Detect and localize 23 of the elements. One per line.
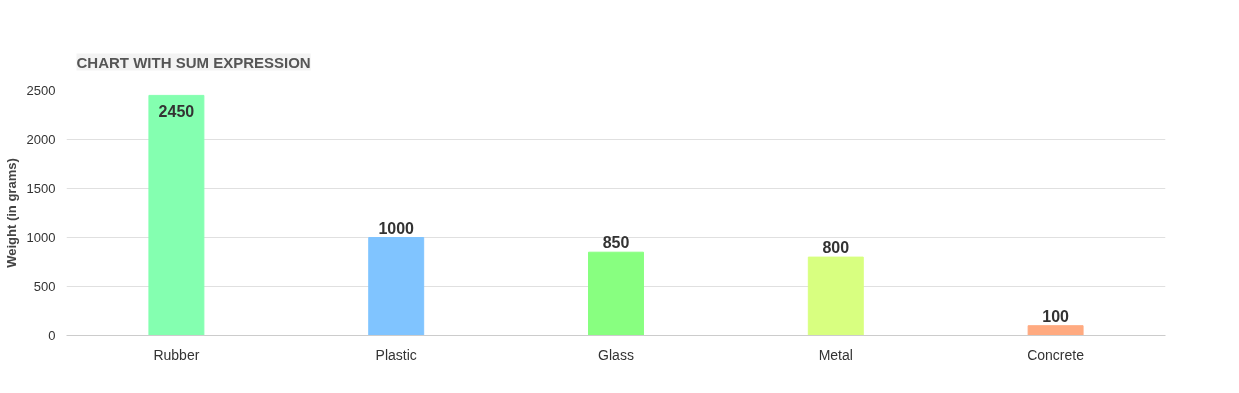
y-axis-title: Weight (in grams) <box>3 158 19 268</box>
bar <box>588 251 644 336</box>
data-label: 2450 <box>158 103 195 121</box>
x-tick-label: Concrete <box>1027 346 1085 363</box>
y-tick-label: 1000 <box>26 230 56 245</box>
y-tick-label: 500 <box>33 279 56 294</box>
bar <box>368 237 425 336</box>
bar <box>807 256 864 336</box>
data-label: 850 <box>602 234 630 252</box>
bar <box>1027 325 1084 336</box>
data-label: 800 <box>822 239 850 257</box>
data-label: 1000 <box>378 219 415 237</box>
data-label: 100 <box>1042 307 1070 325</box>
x-tick-label: Metal <box>818 346 853 363</box>
x-tick-label: Glass <box>598 346 634 363</box>
x-tick-label: Rubber <box>153 346 200 363</box>
chart-title: CHART WITH SUM EXPRESSION <box>76 53 311 71</box>
y-tick-label: 2000 <box>26 132 56 147</box>
y-tick-label: 2500 <box>26 83 56 98</box>
y-tick-label: 1500 <box>26 181 56 196</box>
x-tick-label: Plastic <box>375 346 417 363</box>
y-tick-label: 0 <box>48 328 56 343</box>
bar <box>148 94 205 336</box>
